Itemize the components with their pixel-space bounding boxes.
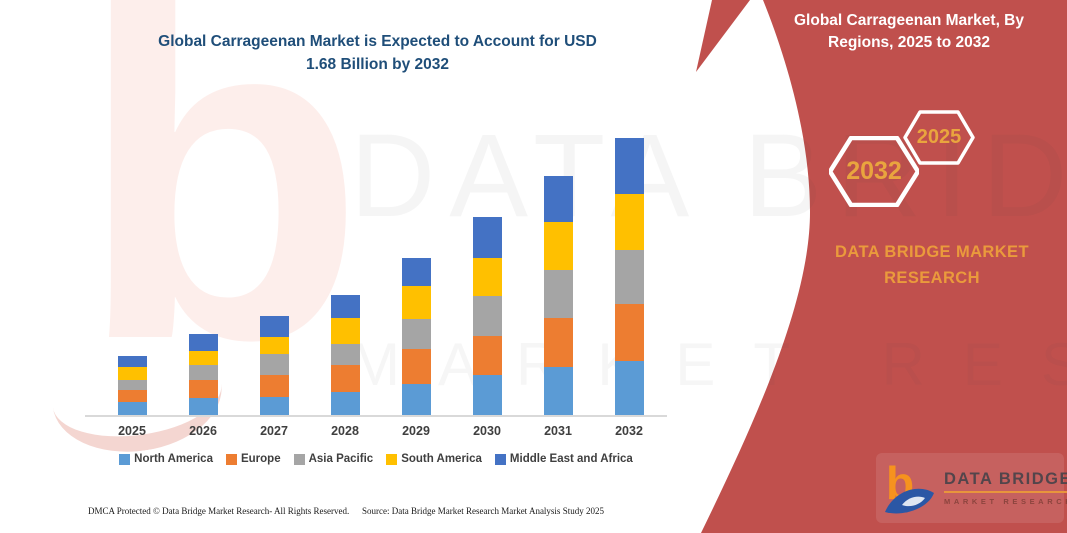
footer-source: Source: Data Bridge Market Research Mark…: [362, 506, 604, 516]
x-axis-line: [85, 415, 667, 417]
chart-title-line2: 1.68 Billion by 2032: [305, 56, 449, 74]
stacked-bar-2028: [330, 294, 360, 415]
legend-label: Middle East and Africa: [509, 453, 633, 465]
bar-segment-north-america: [472, 375, 502, 415]
bar-segment-south-america: [401, 286, 431, 320]
footer-dmca: DMCA Protected © Data Bridge Market Rese…: [88, 506, 350, 516]
bar-segment-europe: [188, 380, 218, 399]
x-axis-label-2027: 2027: [260, 424, 288, 438]
bar-segment-south-america: [472, 258, 502, 297]
bar-segment-middle-east-and-africa: [543, 175, 573, 222]
stacked-bar-2029: [401, 258, 431, 415]
stacked-bar-2031: [543, 175, 573, 415]
corner-slash-triangle: [696, 0, 750, 72]
bar-segment-middle-east-and-africa: [614, 137, 644, 194]
brand-text-line2: RESEARCH: [884, 268, 980, 287]
bar-segment-north-america: [330, 391, 360, 415]
legend-swatch-icon: [494, 453, 506, 465]
bar-segment-middle-east-and-africa: [401, 258, 431, 287]
stacked-bar-2027: [259, 316, 289, 415]
bar-segment-middle-east-and-africa: [259, 316, 289, 338]
chart-title-line1: Global Carrageenan Market is Expected to…: [158, 33, 597, 50]
stacked-bar-2032: [614, 137, 644, 415]
x-axis-label-2032: 2032: [615, 424, 643, 438]
hexagon-2032-label: 2032: [846, 157, 902, 185]
bar-segment-south-america: [614, 193, 644, 250]
panel-title-line2: Regions, 2025 to 2032: [828, 34, 990, 52]
legend-swatch-icon: [119, 453, 131, 465]
legend-label: Asia Pacific: [308, 453, 374, 465]
legend-swatch-icon: [225, 453, 237, 465]
bar-segment-asia-pacific: [188, 365, 218, 381]
logo-box: b DATA BRIDGE MARKET RESEARCH: [876, 453, 1067, 523]
panel-title: Global Carrageenan Market, By Regions, 2…: [769, 10, 1049, 55]
x-axis-label-2028: 2028: [331, 424, 359, 438]
bar-segment-asia-pacific: [472, 296, 502, 336]
bar-segment-europe: [543, 317, 573, 368]
x-axis-label-2031: 2031: [544, 424, 572, 438]
x-axis-label-2029: 2029: [402, 424, 430, 438]
bar-segment-south-america: [117, 367, 147, 381]
bar-segment-south-america: [330, 317, 360, 345]
bar-segment-south-america: [188, 350, 218, 366]
bar-segment-north-america: [401, 383, 431, 415]
bar-segment-asia-pacific: [543, 269, 573, 318]
legend-item-south-america: South America: [386, 453, 482, 465]
stacked-bar-2030: [472, 217, 502, 415]
hexagon-2025: 2025: [903, 110, 975, 165]
legend-item-north-america: North America: [119, 453, 213, 465]
legend-swatch-icon: [386, 453, 398, 465]
hexagon-2032: 2032: [829, 136, 919, 207]
stacked-bar-2026: [188, 334, 218, 415]
bar-segment-europe: [614, 304, 644, 361]
legend: North America Europe Asia Pacific South Ame…: [85, 453, 667, 465]
bar-segment-south-america: [543, 221, 573, 270]
legend-label: South America: [401, 453, 482, 465]
x-axis-label-2030: 2030: [473, 424, 501, 438]
bar-segment-north-america: [614, 360, 644, 415]
brand-text-line1: DATA BRIDGE MARKET: [835, 243, 1029, 261]
bar-segment-asia-pacific: [330, 344, 360, 366]
bar-segment-asia-pacific: [401, 319, 431, 349]
bar-segment-europe: [330, 365, 360, 392]
bar-segment-europe: [401, 348, 431, 384]
bar-segment-north-america: [259, 396, 289, 415]
legend-item-middle-east-and-africa: Middle East and Africa: [494, 453, 633, 465]
legend-label: Europe: [240, 453, 281, 465]
bar-segment-north-america: [188, 398, 218, 415]
legend-label: North America: [134, 453, 213, 465]
bar-segment-middle-east-and-africa: [472, 217, 502, 259]
panel-title-line1: Global Carrageenan Market, By: [794, 12, 1024, 29]
legend-item-europe: Europe: [225, 453, 281, 465]
bar-segment-europe: [472, 335, 502, 376]
bar-segment-north-america: [543, 367, 573, 415]
brand-text: DATA BRIDGE MARKET RESEARCH: [812, 240, 1052, 291]
legend-swatch-icon: [293, 453, 305, 465]
bar-segment-north-america: [117, 401, 147, 415]
bar-segment-asia-pacific: [117, 380, 147, 391]
logo-name: DATA BRIDGE: [944, 470, 1067, 493]
bar-segment-asia-pacific: [259, 353, 289, 376]
bar-segment-europe: [259, 375, 289, 397]
chart-title: Global Carrageenan Market is Expected to…: [85, 30, 670, 77]
bar-segment-middle-east-and-africa: [117, 355, 147, 368]
data-bridge-logo-icon: b: [885, 459, 934, 514]
bar-segment-middle-east-and-africa: [330, 294, 360, 318]
logo-subtitle: MARKET RESEARCH: [944, 497, 1067, 506]
legend-item-asia-pacific: Asia Pacific: [293, 453, 374, 465]
x-axis-label-2025: 2025: [118, 424, 146, 438]
bar-segment-middle-east-and-africa: [188, 334, 218, 351]
bar-segment-asia-pacific: [614, 249, 644, 305]
x-axis-label-2026: 2026: [189, 424, 217, 438]
stacked-bar-2025: [117, 355, 147, 415]
hexagon-2025-label: 2025: [916, 126, 962, 148]
bar-segment-europe: [117, 390, 147, 402]
bar-segment-south-america: [259, 337, 289, 354]
